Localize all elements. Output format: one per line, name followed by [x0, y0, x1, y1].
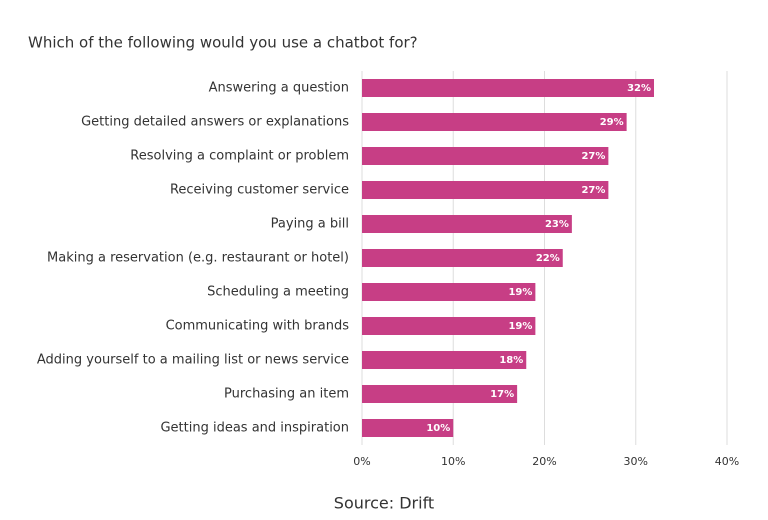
- y-tick-label: Resolving a complaint or problem: [130, 149, 349, 164]
- y-tick-label: Communicating with brands: [166, 319, 350, 334]
- y-tick-label: Paying a bill: [271, 217, 349, 232]
- value-label: 18%: [499, 355, 523, 366]
- y-tick-label: Adding yourself to a mailing list or new…: [37, 353, 349, 368]
- bar: [362, 113, 627, 131]
- bar: [362, 317, 536, 335]
- y-tick-label: Purchasing an item: [224, 387, 349, 402]
- value-label: 29%: [600, 117, 624, 128]
- bar: [362, 181, 609, 199]
- y-tick-label: Scheduling a meeting: [207, 285, 349, 300]
- value-label: 27%: [581, 185, 605, 196]
- source: Source: Drift: [334, 494, 434, 513]
- value-label: 19%: [508, 287, 532, 298]
- x-tick-label: 40%: [715, 455, 739, 468]
- y-tick-label: Answering a question: [209, 81, 349, 96]
- x-tick-label: 10%: [441, 455, 465, 468]
- value-label: 27%: [581, 151, 605, 162]
- y-tick-label: Getting detailed answers or explanations: [81, 115, 349, 130]
- value-label: 19%: [508, 321, 532, 332]
- bar: [362, 385, 518, 403]
- x-tick-label: 30%: [624, 455, 648, 468]
- bar: [362, 419, 454, 437]
- bar: [362, 351, 527, 369]
- x-tick-label: 20%: [532, 455, 556, 468]
- chart-title: Which of the following would you use a c…: [28, 34, 418, 52]
- bar: [362, 215, 572, 233]
- bar: [362, 283, 536, 301]
- value-label: 23%: [545, 219, 569, 230]
- y-tick-label: Receiving customer service: [170, 183, 349, 198]
- value-label: 32%: [627, 83, 651, 94]
- y-tick-label: Making a reservation (e.g. restaurant or…: [47, 251, 349, 266]
- value-label: 17%: [490, 389, 514, 400]
- y-tick-label: Getting ideas and inspiration: [160, 421, 349, 436]
- bar: [362, 79, 654, 97]
- value-label: 22%: [536, 253, 560, 264]
- bar: [362, 249, 563, 267]
- value-label: 10%: [426, 423, 450, 434]
- bar: [362, 147, 609, 165]
- x-tick-label: 0%: [353, 455, 370, 468]
